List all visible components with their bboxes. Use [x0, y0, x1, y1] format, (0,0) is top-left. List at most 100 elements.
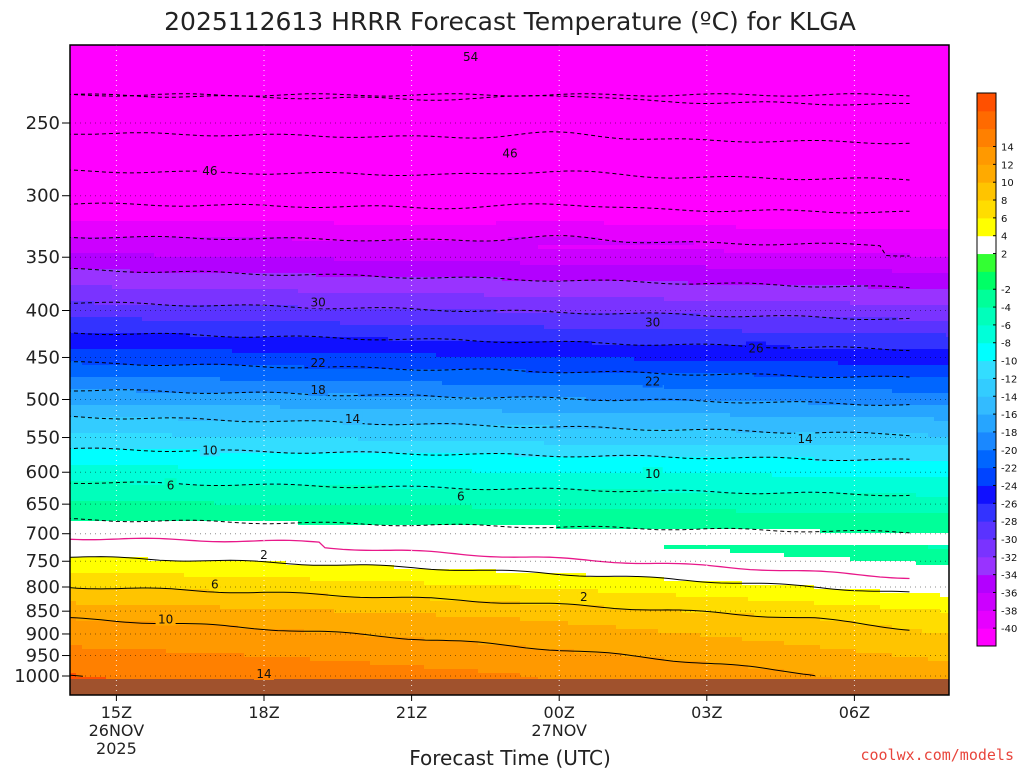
temperature-cell — [118, 313, 125, 318]
temperature-cell — [178, 613, 185, 618]
temperature-cell — [238, 101, 245, 106]
temperature-cell — [100, 361, 107, 366]
temperature-cell — [154, 81, 161, 86]
temperature-cell — [136, 449, 143, 454]
temperature-cell — [250, 237, 257, 242]
temperature-cell — [106, 413, 113, 418]
temperature-cell — [190, 277, 197, 282]
temperature-cell — [136, 209, 143, 214]
temperature-cell — [226, 85, 233, 90]
temperature-cell — [154, 341, 161, 346]
temperature-cell — [148, 337, 155, 342]
temperature-cell — [70, 153, 77, 158]
temperature-cell — [172, 329, 179, 334]
temperature-cell — [148, 293, 155, 298]
temperature-cell — [196, 561, 203, 566]
temperature-cell — [130, 625, 137, 630]
temperature-cell — [160, 453, 167, 458]
temperature-cell — [112, 613, 119, 618]
temperature-cell — [226, 81, 233, 86]
temperature-cell — [220, 429, 227, 434]
temperature-cell — [94, 381, 101, 386]
temperature-cell — [250, 165, 257, 170]
temperature-cell — [82, 549, 89, 554]
temperature-cell — [142, 485, 149, 490]
temperature-cell — [232, 557, 239, 562]
temperature-cell — [226, 665, 233, 670]
temperature-cell — [94, 489, 101, 494]
temperature-cell — [100, 533, 107, 538]
temperature-cell — [214, 565, 221, 570]
temperature-cell — [196, 225, 203, 230]
temperature-cell — [142, 189, 149, 194]
temperature-cell — [166, 469, 173, 474]
temperature-cell — [100, 49, 107, 54]
temperature-cell — [220, 541, 227, 546]
temperature-cell — [76, 377, 83, 382]
temperature-cell — [154, 629, 161, 634]
temperature-cell — [124, 493, 131, 498]
temperature-cell — [166, 545, 173, 550]
temperature-cell — [142, 213, 149, 218]
temperature-cell — [202, 325, 209, 330]
temperature-cell — [88, 469, 95, 474]
temperature-cell — [136, 457, 143, 462]
temperature-cell — [226, 105, 233, 110]
temperature-cell — [250, 153, 257, 158]
temperature-cell — [214, 277, 221, 282]
temperature-cell — [226, 109, 233, 114]
temperature-cell — [172, 649, 179, 654]
temperature-cell — [136, 321, 143, 326]
temperature-cell — [238, 417, 245, 422]
temperature-cell — [94, 529, 101, 534]
temperature-cell — [70, 329, 77, 334]
temperature-cell — [166, 301, 173, 306]
temperature-cell — [112, 121, 119, 126]
temperature-cell — [238, 301, 245, 306]
temperature-cell — [184, 397, 191, 402]
temperature-cell — [88, 257, 95, 262]
temperature-cell — [226, 185, 233, 190]
temperature-cell — [202, 329, 209, 334]
temperature-cell — [250, 109, 257, 114]
temperature-cell — [106, 325, 113, 330]
temperature-cell — [142, 293, 149, 298]
temperature-cell — [94, 301, 101, 306]
temperature-cell — [178, 133, 185, 138]
temperature-cell — [220, 245, 227, 250]
temperature-cell — [70, 261, 77, 266]
temperature-cell — [238, 113, 245, 118]
temperature-cell — [70, 445, 77, 450]
temperature-cell — [94, 145, 101, 150]
temperature-cell — [166, 557, 173, 562]
temperature-cell — [124, 661, 131, 666]
temperature-cell — [118, 221, 125, 226]
temperature-cell — [112, 553, 119, 558]
temperature-cell — [76, 361, 83, 366]
temperature-cell — [238, 357, 245, 362]
temperature-cell — [196, 309, 203, 314]
temperature-cell — [172, 345, 179, 350]
temperature-cell — [184, 637, 191, 642]
temperature-cell — [250, 361, 257, 366]
temperature-cell — [142, 521, 149, 526]
temperature-cell — [238, 569, 245, 574]
temperature-cell — [208, 505, 215, 510]
temperature-cell — [244, 269, 251, 274]
temperature-cell — [196, 577, 203, 582]
temperature-cell — [148, 445, 155, 450]
temperature-cell — [94, 561, 101, 566]
temperature-cell — [238, 157, 245, 162]
temperature-cell — [70, 109, 77, 114]
temperature-cell — [178, 505, 185, 510]
temperature-cell — [106, 489, 113, 494]
temperature-cell — [112, 497, 119, 502]
temperature-cell — [208, 589, 215, 594]
temperature-cell — [70, 297, 77, 302]
temperature-cell — [112, 377, 119, 382]
temperature-cell — [184, 89, 191, 94]
temperature-cell — [160, 125, 167, 130]
temperature-cell — [214, 461, 221, 466]
temperature-cell — [70, 61, 77, 66]
temperature-cell — [214, 317, 221, 322]
